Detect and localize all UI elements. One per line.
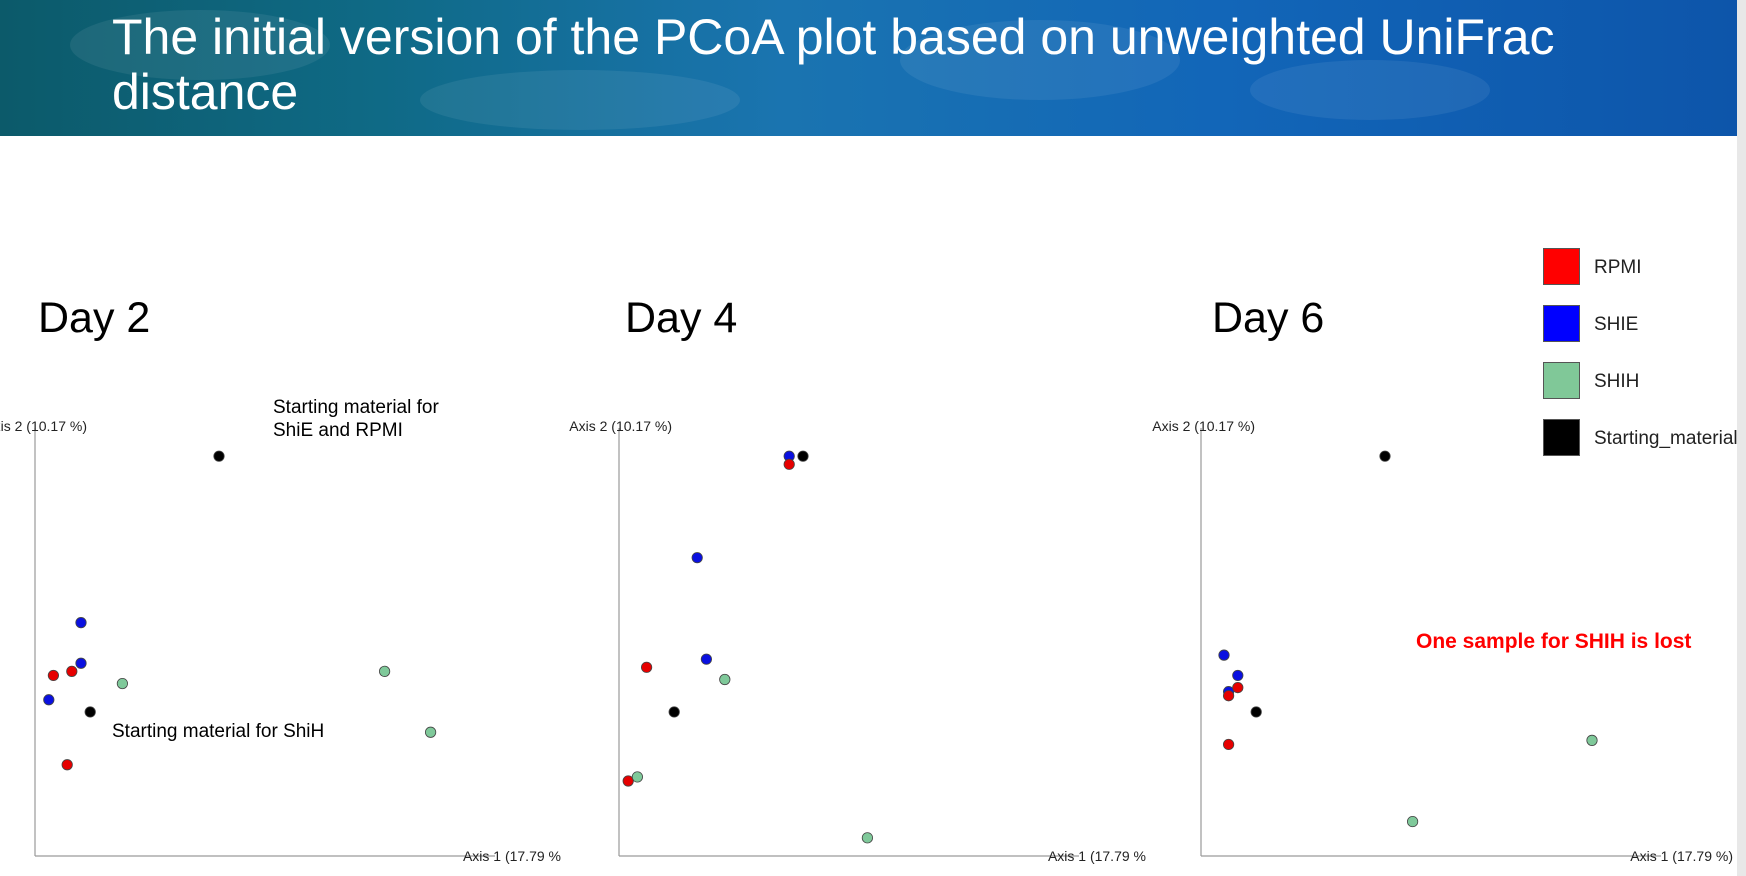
panel-title-day2: Day 2: [38, 294, 151, 342]
legend-swatch-starting-material: [1543, 419, 1580, 456]
point-starting-material: [797, 450, 809, 462]
y-axis-label: Axis 2 (10.17 %): [569, 418, 672, 434]
point-starting-material: [1379, 450, 1391, 462]
point-rpmi: [47, 669, 60, 682]
point-starting-material: [1250, 706, 1262, 718]
point-starting-material: [668, 706, 680, 718]
point-starting-material: [213, 450, 225, 462]
panel-title-day6: Day 6: [1212, 294, 1325, 342]
legend-swatch-shih: [1543, 362, 1580, 399]
point-rpmi: [640, 661, 653, 673]
legend-label-starting-material: Starting_material: [1594, 428, 1738, 449]
y-axis-label: Axis 2 (10.17 %): [0, 418, 87, 434]
point-shih: [1586, 734, 1598, 746]
legend-swatch-rpmi: [1543, 248, 1580, 285]
point-rpmi: [1223, 690, 1235, 702]
x-axis-label: Axis 1 (17.79 %: [463, 848, 561, 864]
annotation-starting-material-shih: Starting material for ShiH: [112, 721, 324, 742]
x-axis-label: Axis 1 (17.79 %): [1630, 848, 1733, 864]
point-rpmi: [783, 458, 795, 470]
x-axis-label: Axis 1 (17.79 %: [1048, 848, 1146, 864]
legend-swatch-shie: [1543, 305, 1580, 342]
slide-header: The initial version of the PCoA plot bas…: [0, 0, 1737, 136]
legend-label-rpmi: RPMI: [1594, 257, 1642, 278]
header-decoration: [420, 70, 740, 130]
slide-title: The initial version of the PCoA plot bas…: [112, 9, 1555, 120]
point-shih: [1407, 815, 1419, 828]
header-decoration: [900, 20, 1180, 100]
panel-title-day4: Day 4: [625, 294, 738, 342]
point-shie: [75, 657, 87, 669]
lost-sample-note: One sample for SHIH is lost: [1416, 630, 1692, 653]
point-shie: [691, 552, 703, 564]
point-shie: [1232, 669, 1244, 682]
annotation-starting-material-shie-rpmi: Starting material for ShiE and RPMI: [273, 397, 439, 441]
point-rpmi: [66, 665, 78, 677]
point-shih: [424, 726, 437, 738]
point-shie: [700, 653, 713, 665]
point-shih: [116, 677, 129, 690]
point-shih: [378, 665, 391, 677]
point-shih: [719, 673, 731, 686]
point-starting-material: [84, 706, 96, 718]
point-rpmi: [622, 775, 634, 787]
point-shie: [75, 617, 87, 629]
plot-day6: Axis 2 (10.17 %) Axis 1 (17.79 %): [1152, 418, 1733, 864]
point-rpmi: [1232, 681, 1244, 694]
header-decoration: [70, 10, 330, 80]
plot-day2: Axis 2 (10.17 %) Axis 1 (17.79 % Starting …: [0, 397, 561, 864]
point-rpmi: [61, 759, 73, 771]
legend-label-shie: SHIE: [1594, 314, 1639, 335]
point-rpmi: [1223, 738, 1235, 751]
point-shie: [1218, 649, 1230, 661]
y-axis-label: Axis 2 (10.17 %): [1152, 418, 1255, 434]
point-shie: [43, 694, 55, 706]
right-scroll-edge: [1737, 0, 1746, 876]
plot-day4: Axis 2 (10.17 %) Axis 1 (17.79 %: [569, 418, 1146, 864]
point-shih: [631, 771, 644, 783]
header-decoration: [1250, 60, 1490, 120]
legend-label-shih: SHIH: [1594, 371, 1640, 392]
point-shih: [861, 832, 874, 844]
